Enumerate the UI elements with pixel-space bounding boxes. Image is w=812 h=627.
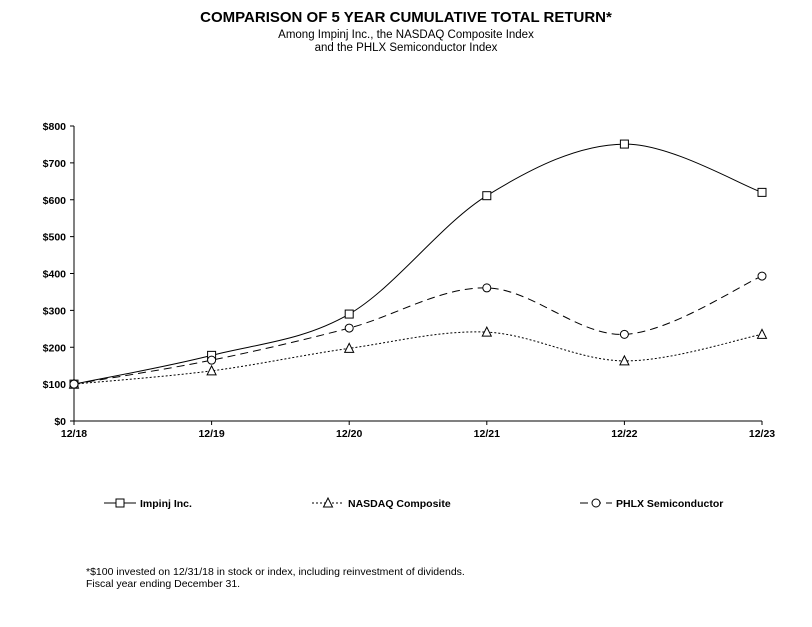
y-tick-label: $0	[54, 416, 66, 428]
y-tick-label: $300	[43, 305, 67, 317]
chart-subtitle-line-2: and the PHLX Semiconductor Index	[314, 42, 498, 54]
chart-title: COMPARISON OF 5 YEAR CUMULATIVE TOTAL RE…	[200, 9, 612, 26]
x-tick-label: 12/22	[611, 428, 637, 440]
series-line-phlx-semiconductor	[73, 275, 763, 385]
series-line-impinj-inc	[73, 143, 763, 385]
footnote-fiscal-year: Fiscal year ending December 31.	[86, 578, 241, 590]
data-point-impinj-inc	[482, 191, 492, 201]
legend-marker-nasdaq-composite	[322, 496, 334, 508]
x-tick-label: 12/20	[336, 428, 362, 440]
series-line-nasdaq-composite	[73, 331, 763, 385]
x-tick-label: 12/23	[749, 428, 775, 440]
x-tick-label: 12/21	[474, 428, 500, 440]
data-point-nasdaq-composite	[481, 326, 493, 337]
legend-marker-impinj-inc	[115, 498, 125, 508]
data-point-phlx-semiconductor	[757, 271, 767, 281]
data-point-impinj-inc	[344, 309, 354, 319]
data-point-phlx-semiconductor	[69, 379, 79, 389]
data-point-phlx-semiconductor	[207, 355, 217, 365]
footnote-investment: *$100 invested on 12/31/18 in stock or i…	[86, 566, 465, 578]
y-tick-label: $100	[43, 379, 67, 391]
data-point-impinj-inc	[757, 187, 767, 197]
y-tick-label: $500	[43, 232, 67, 244]
y-tick-label: $400	[43, 269, 67, 281]
legend-label-impinj-inc: Impinj Inc.	[140, 498, 192, 510]
y-tick-label: $700	[43, 158, 67, 170]
data-point-nasdaq-composite	[756, 328, 768, 339]
x-tick-label: 12/19	[198, 428, 224, 440]
y-tick-label: $200	[43, 342, 67, 354]
data-point-phlx-semiconductor	[344, 323, 354, 333]
chart-subtitle-line-1: Among Impinj Inc., the NASDAQ Composite …	[278, 29, 534, 41]
x-tick-label: 12/18	[61, 428, 87, 440]
legend-label-phlx-semiconductor: PHLX Semiconductor	[616, 498, 723, 510]
legend-marker-phlx-semiconductor	[591, 498, 601, 508]
legend-label-nasdaq-composite: NASDAQ Composite	[348, 498, 451, 510]
y-tick-label: $800	[43, 121, 67, 133]
data-point-phlx-semiconductor	[482, 283, 492, 293]
data-point-impinj-inc	[619, 139, 629, 149]
data-point-nasdaq-composite	[619, 354, 630, 366]
y-tick-label: $600	[43, 195, 67, 207]
data-point-phlx-semiconductor	[619, 329, 629, 339]
data-point-nasdaq-composite	[343, 342, 355, 353]
data-point-nasdaq-composite	[206, 364, 217, 376]
